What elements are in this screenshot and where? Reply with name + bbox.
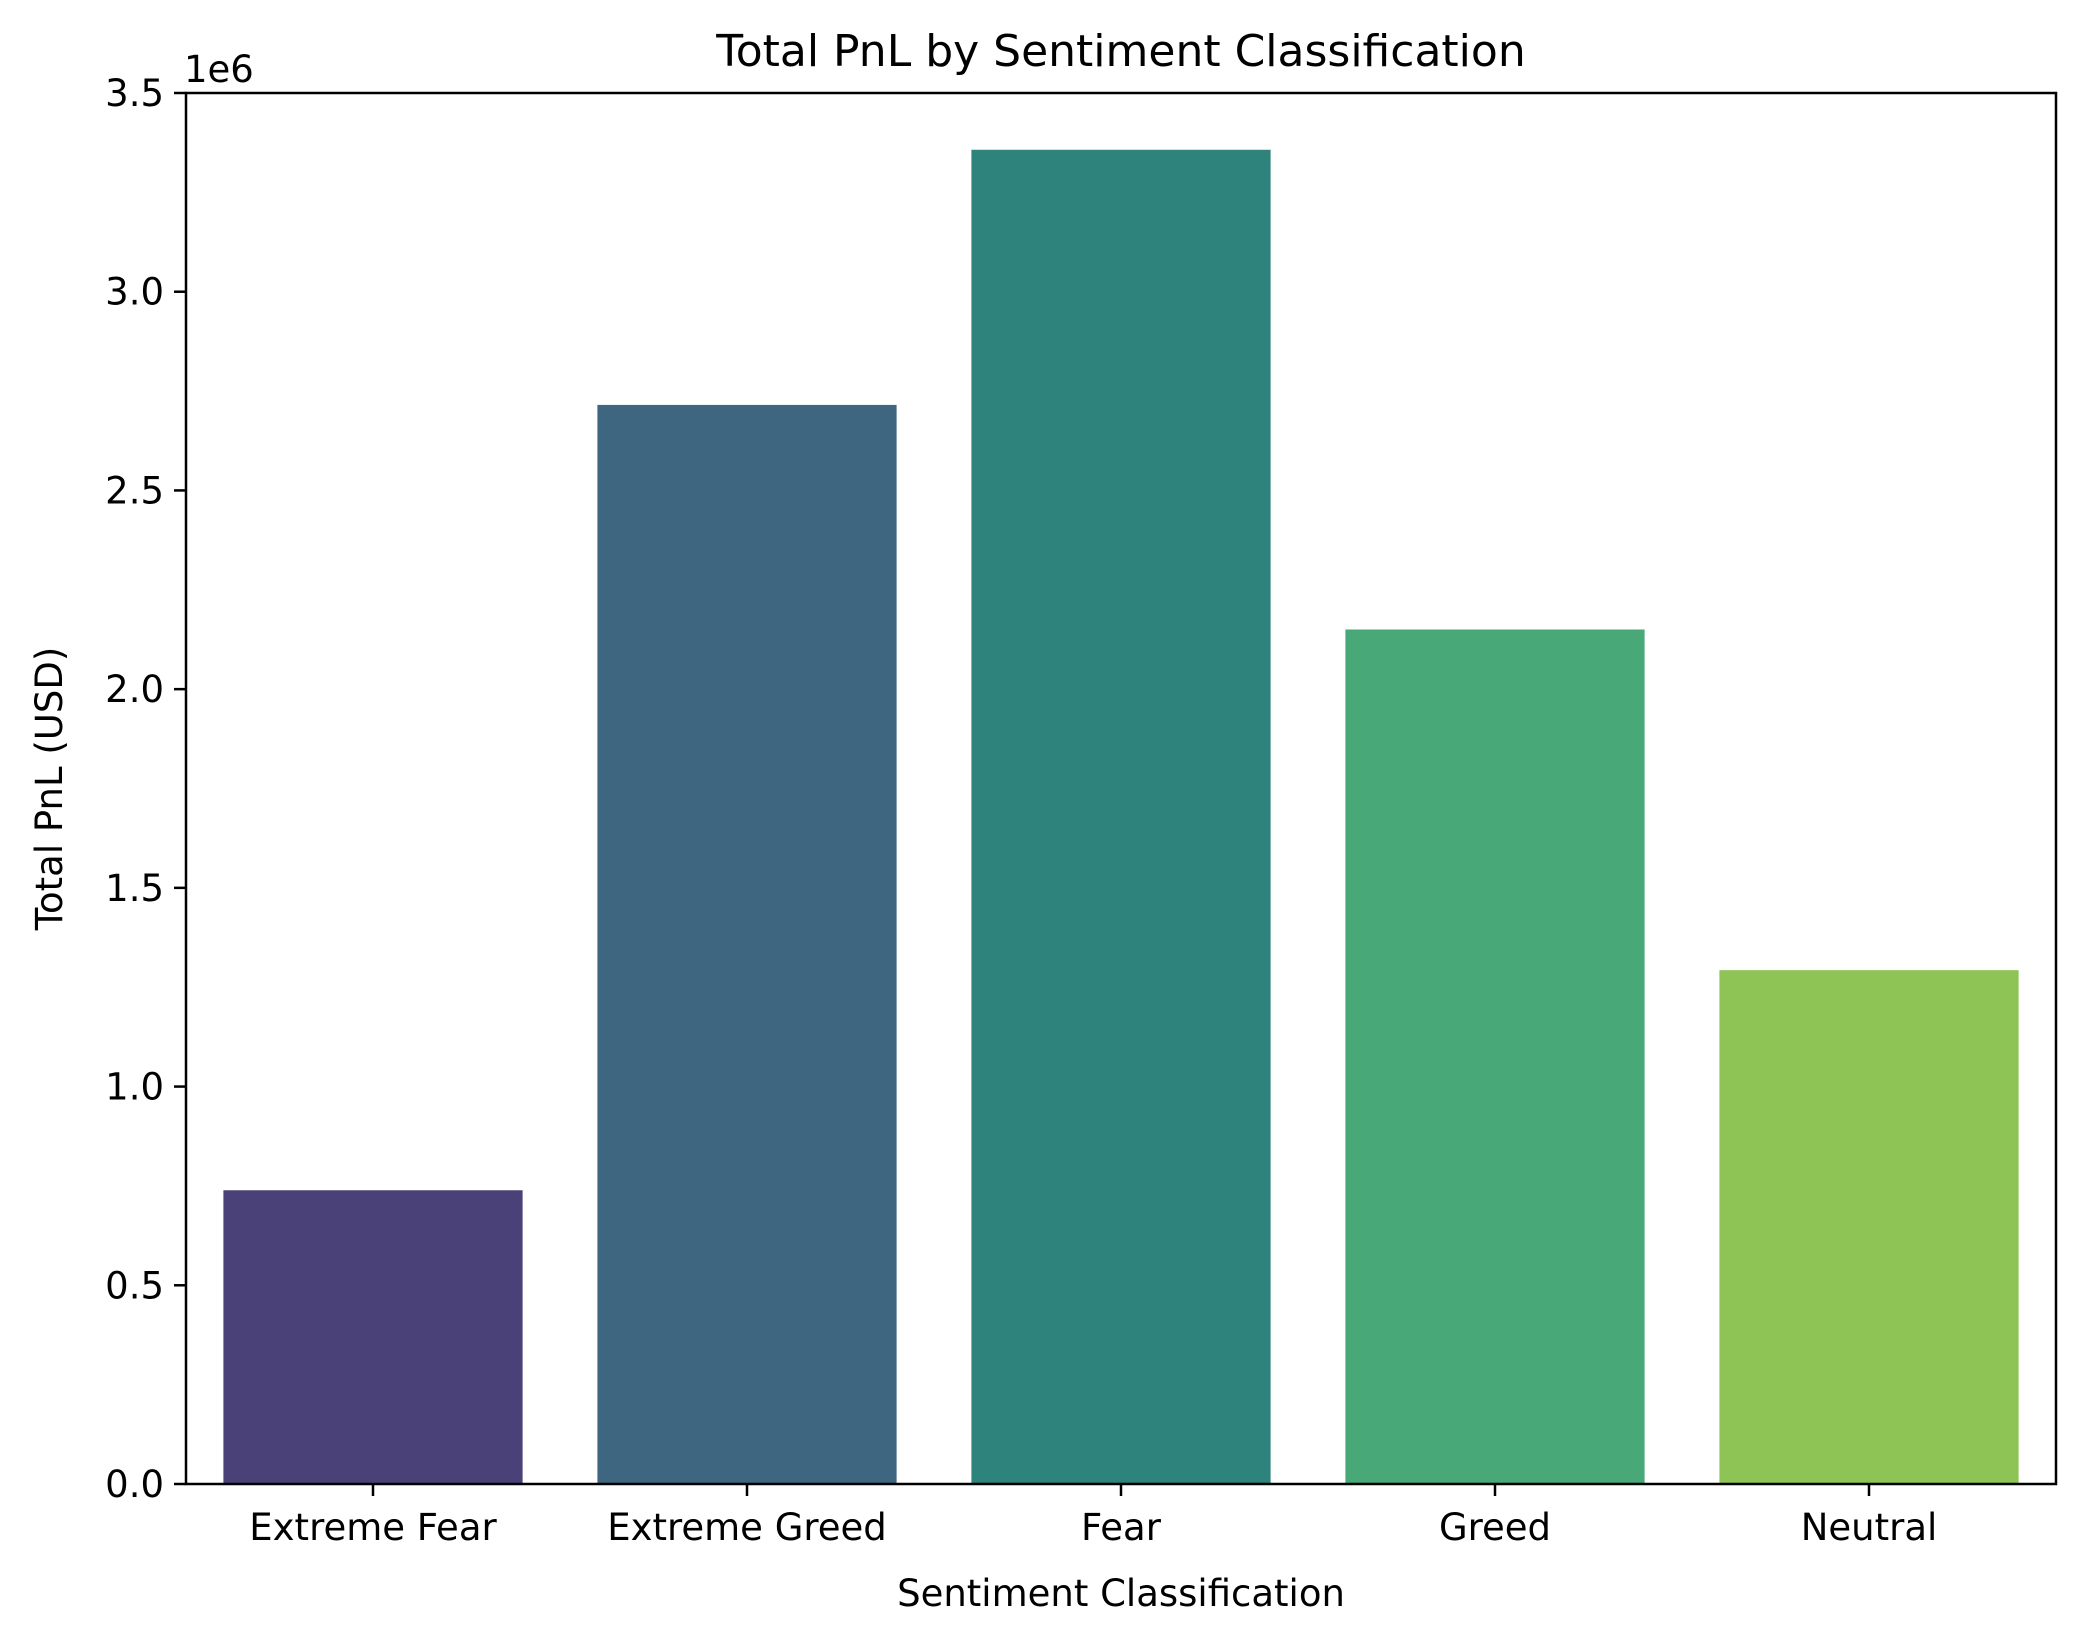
y-axis-title: Total PnL (USD) (28, 647, 71, 932)
y-axis-offset-label: 1e6 (184, 48, 254, 91)
x-tick-label: Neutral (1801, 1506, 1938, 1549)
x-axis: Extreme Fear Extreme Greed Fear Greed Neutra… (249, 1484, 1937, 1549)
bar-extreme-fear (223, 1190, 523, 1484)
y-tick-label: 1.0 (105, 1066, 164, 1109)
bar-neutral (1719, 970, 2019, 1484)
bar-extreme-greed (597, 404, 897, 1485)
x-tick-label: Extreme Fear (249, 1506, 497, 1549)
y-tick-label: 0.0 (105, 1463, 164, 1506)
y-tick-label: 0.5 (105, 1264, 164, 1307)
y-tick-label: 2.5 (105, 469, 164, 512)
y-tick-label: 1.5 (105, 867, 164, 910)
chart-title: Total PnL by Sentiment Classification (715, 26, 1525, 77)
plot-frame (184, 91, 2058, 1486)
bar-greed (1345, 629, 1645, 1484)
x-tick-label: Extreme Greed (607, 1506, 887, 1549)
bar-fear (971, 149, 1271, 1484)
y-tick-label: 2.0 (105, 668, 164, 711)
y-tick-label: 3.0 (105, 271, 164, 314)
y-tick-label: 3.5 (105, 72, 164, 115)
x-axis-title: Sentiment Classification (897, 1572, 1345, 1615)
x-tick-label: Greed (1439, 1506, 1551, 1549)
y-axis: 0.0 0.5 1.0 1.5 2.0 2.5 3.0 3.5 (105, 72, 186, 1506)
x-tick-label: Fear (1081, 1506, 1162, 1549)
bars-group (223, 149, 2019, 1485)
